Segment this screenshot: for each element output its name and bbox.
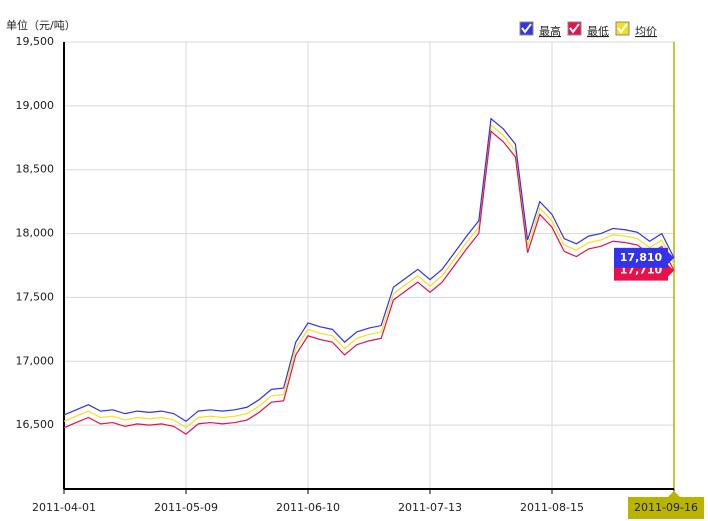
legend-label[interactable]: 最低 (587, 25, 609, 38)
value-label-box (614, 247, 668, 268)
x-tick-label: 2011-06-10 (276, 501, 340, 514)
value-label: 17,810 (620, 251, 663, 264)
y-tick-label: 17,500 (16, 290, 55, 303)
x-tick-label: 2011-07-13 (398, 501, 462, 514)
x-tick-label: 2011-04-01 (32, 501, 96, 514)
legend-label[interactable]: 最高 (539, 24, 561, 38)
x-tick-label: 2011-05-09 (154, 501, 218, 514)
legend-label[interactable]: 均价 (635, 25, 657, 38)
y-tick-label: 18,500 (16, 163, 55, 176)
y-axis-title: 单位（元/吨） (6, 18, 76, 32)
value-label-pointer (668, 251, 674, 264)
series-line (63, 123, 675, 429)
y-tick-label: 16,500 (16, 418, 55, 431)
y-tick-label: 17,000 (16, 354, 55, 367)
x-tick-label: 2011-09-16 (634, 501, 698, 514)
x-highlight-pointer (668, 491, 680, 497)
series-line (63, 117, 675, 423)
x-tick-label: 2011-08-15 (520, 501, 584, 514)
y-tick-label: 19,000 (16, 99, 55, 112)
value-label-pointer (668, 264, 674, 277)
y-tick-label: 18,000 (16, 227, 55, 240)
y-tick-label: 19,500 (16, 35, 55, 48)
legend-check[interactable] (521, 23, 532, 34)
series-line (63, 130, 675, 435)
x-highlight-box (628, 497, 704, 519)
legend-check[interactable] (569, 23, 580, 34)
legend-check[interactable] (617, 23, 628, 34)
